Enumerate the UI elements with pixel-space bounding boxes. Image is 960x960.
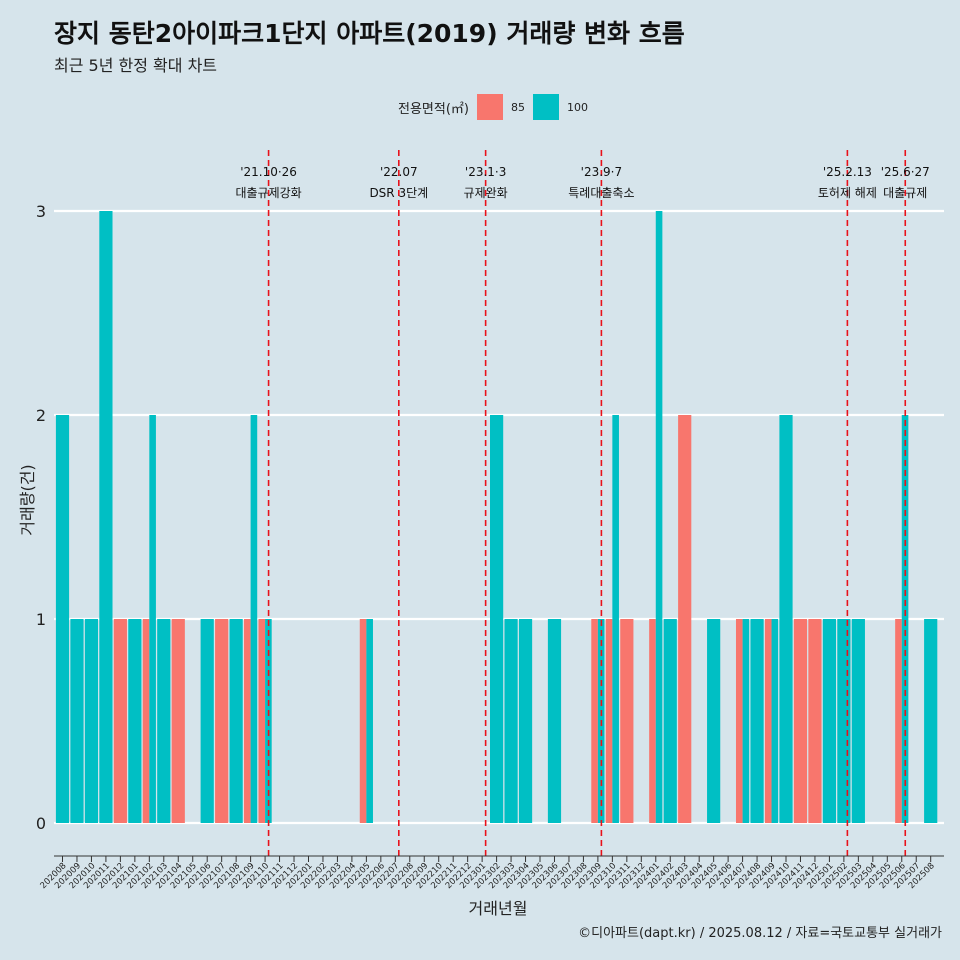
y-tick-label-1: 1 xyxy=(36,610,46,629)
bar-85-202411 xyxy=(793,619,808,823)
bar-100-202410 xyxy=(779,415,793,823)
bar-100-202402 xyxy=(663,619,677,823)
bar-100-202205 xyxy=(366,619,373,823)
bar-85-202205 xyxy=(359,619,367,823)
legend-title: 전용면적(㎡) xyxy=(398,101,469,117)
bar-100-202303 xyxy=(504,619,518,823)
event-label-202110: 대출규제강화 xyxy=(235,186,301,200)
chart-title: 장지 동탄2아이파크1단지 아파트(2019) 거래량 변화 흐름 xyxy=(54,19,685,48)
bar-85-202104 xyxy=(171,619,185,823)
bar-100-202103 xyxy=(157,619,171,823)
bar-85-202311 xyxy=(620,619,634,823)
event-label-202309: 특례대출축소 xyxy=(568,186,634,200)
bar-100-202304 xyxy=(518,619,533,823)
event-date-202502: '25.2.13 xyxy=(823,165,872,179)
bar-100-202501 xyxy=(822,619,837,823)
bar-100-202106 xyxy=(200,619,214,823)
legend-key-100 xyxy=(532,94,559,120)
bar-85-202506 xyxy=(895,619,902,823)
event-date-202207: '22.07 xyxy=(380,165,418,179)
y-tick-label-2: 2 xyxy=(36,406,46,425)
bar-85-202403 xyxy=(678,415,692,823)
legend-label-85: 85 xyxy=(510,100,525,114)
event-date-202110: '21.10·26 xyxy=(240,165,297,179)
chart-subtitle: 최근 5년 한정 확대 차트 xyxy=(54,56,218,75)
bar-100-202008 xyxy=(55,415,70,823)
bar-85-202309 xyxy=(591,619,598,823)
y-axis-title: 거래량(건) xyxy=(18,464,37,535)
bar-100-202306 xyxy=(547,619,562,823)
bar-100-202405 xyxy=(707,619,721,823)
bar-100-202010 xyxy=(84,619,99,823)
bar-100-202503 xyxy=(851,619,865,823)
bar-85-202401 xyxy=(649,619,656,823)
bar-85-202102 xyxy=(142,619,150,823)
bar-100-202408 xyxy=(750,619,764,823)
bar-100-202302 xyxy=(490,415,504,823)
bar-100-202108 xyxy=(229,619,243,823)
bar-85-202407 xyxy=(735,619,743,823)
event-date-202301: '23.1·3 xyxy=(465,165,506,179)
event-date-202309: '23.9·7 xyxy=(581,165,622,179)
bar-100-202009 xyxy=(70,619,84,823)
legend: 전용면적(㎡) 85 100 xyxy=(398,93,596,121)
source-caption: ©디아파트(dapt.kr) / 2025.08.12 / 자료=국토교통부 실… xyxy=(578,926,942,941)
bar-85-202412 xyxy=(808,619,822,823)
event-date-202506: '25.6·27 xyxy=(881,165,930,179)
bar-100-202011 xyxy=(99,211,113,823)
event-label-202502: 토허제 해제 xyxy=(818,186,877,200)
bar-85-202110 xyxy=(258,619,266,823)
bar-100-202502 xyxy=(837,619,851,823)
bar-100-202101 xyxy=(128,619,142,823)
legend-label-100: 100 xyxy=(566,100,588,114)
bar-100-202102 xyxy=(149,415,156,823)
bar-100-202407 xyxy=(742,619,750,823)
event-label-202301: 규제완화 xyxy=(464,186,508,200)
event-label-202207: DSR 3단계 xyxy=(369,186,428,200)
bar-85-202310 xyxy=(605,619,613,823)
bar-100-202506 xyxy=(901,415,909,823)
bar-85-202109 xyxy=(244,619,251,823)
y-tick-label-3: 3 xyxy=(36,202,46,221)
legend-key-85 xyxy=(476,94,503,120)
bar-85-202107 xyxy=(215,619,229,823)
y-tick-label-0: 0 xyxy=(36,814,46,833)
bar-100-202508 xyxy=(924,619,938,823)
event-label-202506: 대출규제 xyxy=(883,186,927,200)
bar-100-202409 xyxy=(771,619,779,823)
bar-100-202109 xyxy=(250,415,258,823)
bar-100-202310 xyxy=(612,415,619,823)
bar-85-202409 xyxy=(764,619,772,823)
bar-100-202401 xyxy=(655,211,663,823)
bar-85-202012 xyxy=(113,619,127,823)
x-axis-title: 거래년월 xyxy=(469,899,528,918)
